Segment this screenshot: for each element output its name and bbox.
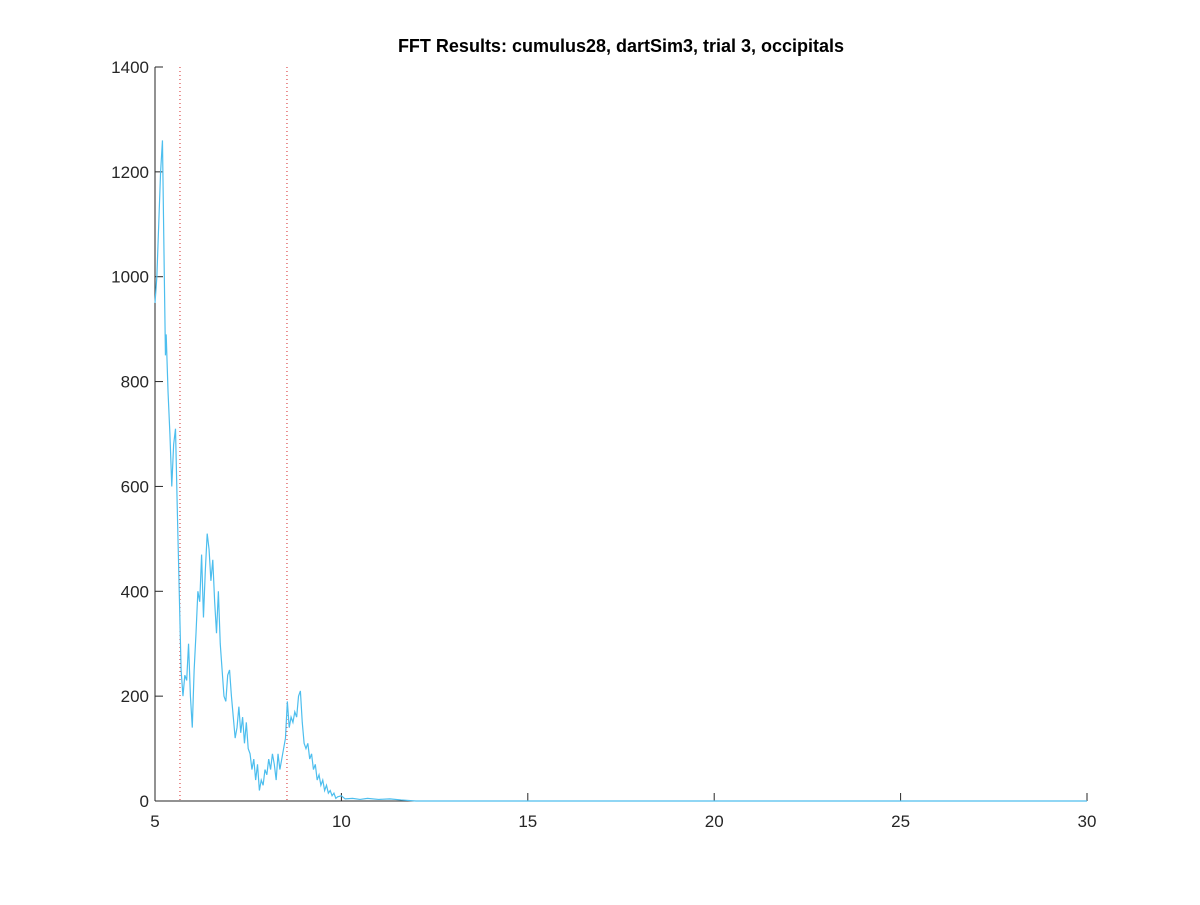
chart-title: FFT Results: cumulus28, dartSim3, trial …	[398, 36, 844, 56]
y-tick-label: 0	[140, 792, 149, 811]
x-tick-label: 25	[891, 812, 910, 831]
y-tick-label: 800	[121, 373, 149, 392]
y-tick-label: 600	[121, 477, 149, 496]
y-tick-label: 1000	[111, 268, 149, 287]
x-tick-label: 15	[518, 812, 537, 831]
x-tick-label: 30	[1078, 812, 1097, 831]
x-tick-label: 20	[705, 812, 724, 831]
y-tick-label: 400	[121, 582, 149, 601]
data-line	[154, 140, 1087, 802]
x-tick-label: 10	[332, 812, 351, 831]
y-tick-label: 200	[121, 687, 149, 706]
x-tick-label: 5	[150, 812, 159, 831]
y-tick-label: 1200	[111, 163, 149, 182]
y-tick-label: 1400	[111, 58, 149, 77]
